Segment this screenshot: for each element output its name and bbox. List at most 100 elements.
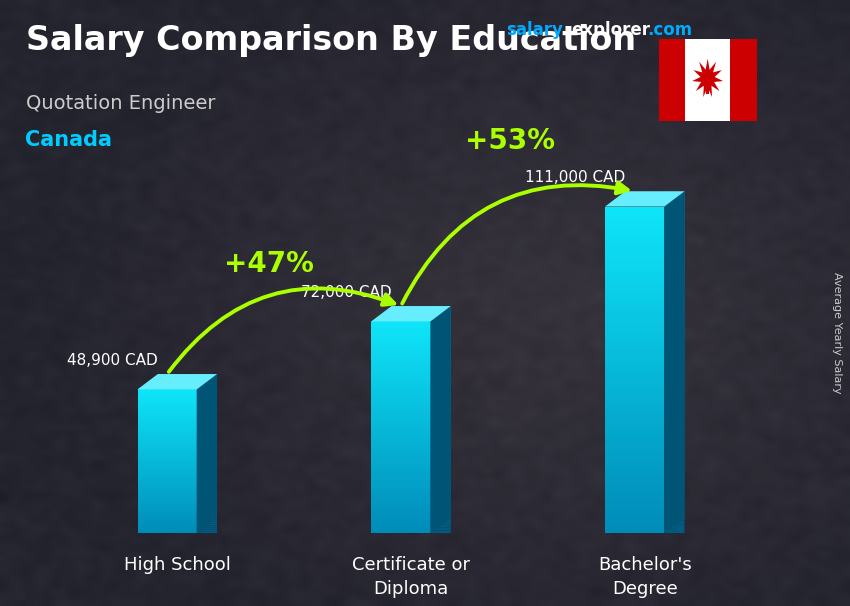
Polygon shape: [371, 385, 430, 388]
Polygon shape: [138, 409, 196, 411]
Polygon shape: [371, 340, 430, 342]
Polygon shape: [430, 493, 451, 499]
Polygon shape: [430, 363, 451, 377]
Polygon shape: [430, 454, 451, 462]
Polygon shape: [371, 488, 430, 491]
Text: +53%: +53%: [465, 127, 555, 155]
Polygon shape: [665, 225, 684, 244]
Polygon shape: [138, 496, 196, 498]
Polygon shape: [605, 296, 665, 301]
Polygon shape: [665, 242, 684, 259]
Polygon shape: [371, 448, 430, 451]
Polygon shape: [665, 525, 684, 529]
Polygon shape: [665, 200, 684, 219]
Polygon shape: [430, 380, 451, 393]
Polygon shape: [605, 259, 665, 264]
Polygon shape: [665, 294, 684, 308]
Polygon shape: [138, 445, 196, 447]
Polygon shape: [430, 419, 451, 430]
Polygon shape: [371, 464, 430, 467]
Polygon shape: [665, 272, 684, 288]
Polygon shape: [605, 247, 665, 251]
Polygon shape: [138, 420, 196, 422]
Polygon shape: [138, 402, 196, 404]
Polygon shape: [371, 377, 430, 379]
Polygon shape: [665, 315, 684, 329]
Polygon shape: [605, 223, 665, 227]
Polygon shape: [138, 487, 196, 488]
Polygon shape: [196, 396, 217, 411]
Polygon shape: [138, 442, 196, 444]
Text: salary: salary: [506, 21, 563, 39]
Polygon shape: [665, 413, 684, 423]
Text: High School: High School: [124, 556, 230, 574]
Polygon shape: [371, 375, 430, 377]
Polygon shape: [138, 531, 196, 533]
Polygon shape: [196, 420, 217, 433]
Polygon shape: [665, 311, 684, 325]
Polygon shape: [138, 389, 196, 391]
Polygon shape: [665, 345, 684, 358]
Polygon shape: [665, 204, 684, 223]
Polygon shape: [196, 495, 217, 501]
Polygon shape: [430, 388, 451, 401]
Polygon shape: [430, 476, 451, 483]
Polygon shape: [665, 264, 684, 280]
Polygon shape: [605, 341, 665, 345]
Polygon shape: [371, 329, 430, 332]
Polygon shape: [430, 365, 451, 379]
Polygon shape: [196, 509, 217, 513]
Polygon shape: [665, 285, 684, 301]
Polygon shape: [605, 468, 665, 472]
Polygon shape: [430, 374, 451, 388]
Polygon shape: [665, 336, 684, 350]
Polygon shape: [138, 481, 196, 483]
Polygon shape: [430, 355, 451, 369]
Polygon shape: [138, 490, 196, 492]
Polygon shape: [196, 499, 217, 504]
Polygon shape: [138, 483, 196, 485]
Polygon shape: [605, 325, 665, 329]
Polygon shape: [605, 505, 665, 509]
Polygon shape: [430, 468, 451, 475]
Polygon shape: [138, 506, 196, 508]
Polygon shape: [371, 496, 430, 499]
Polygon shape: [605, 395, 665, 399]
Polygon shape: [430, 309, 451, 327]
FancyArrowPatch shape: [169, 288, 394, 372]
Polygon shape: [430, 331, 451, 348]
Polygon shape: [371, 485, 430, 488]
Polygon shape: [138, 461, 196, 463]
Polygon shape: [138, 405, 196, 407]
Text: 72,000 CAD: 72,000 CAD: [301, 285, 392, 300]
Polygon shape: [605, 501, 665, 505]
Polygon shape: [605, 435, 665, 439]
Polygon shape: [138, 479, 196, 481]
Polygon shape: [138, 391, 196, 393]
Polygon shape: [665, 191, 684, 533]
Polygon shape: [665, 418, 684, 427]
Polygon shape: [430, 408, 451, 419]
Polygon shape: [430, 425, 451, 435]
Polygon shape: [196, 523, 217, 526]
Polygon shape: [665, 431, 684, 439]
Polygon shape: [196, 491, 217, 498]
Polygon shape: [430, 445, 451, 454]
Polygon shape: [196, 525, 217, 528]
Polygon shape: [605, 239, 665, 244]
Polygon shape: [605, 529, 665, 533]
Polygon shape: [371, 327, 430, 329]
Polygon shape: [430, 337, 451, 353]
Polygon shape: [371, 335, 430, 338]
Polygon shape: [430, 414, 451, 425]
Polygon shape: [196, 473, 217, 481]
Polygon shape: [371, 390, 430, 393]
Polygon shape: [371, 358, 430, 361]
Polygon shape: [692, 59, 723, 97]
Polygon shape: [665, 247, 684, 264]
Polygon shape: [605, 513, 665, 517]
Polygon shape: [138, 521, 196, 522]
Polygon shape: [371, 422, 430, 425]
Polygon shape: [138, 515, 196, 517]
Polygon shape: [196, 411, 217, 425]
